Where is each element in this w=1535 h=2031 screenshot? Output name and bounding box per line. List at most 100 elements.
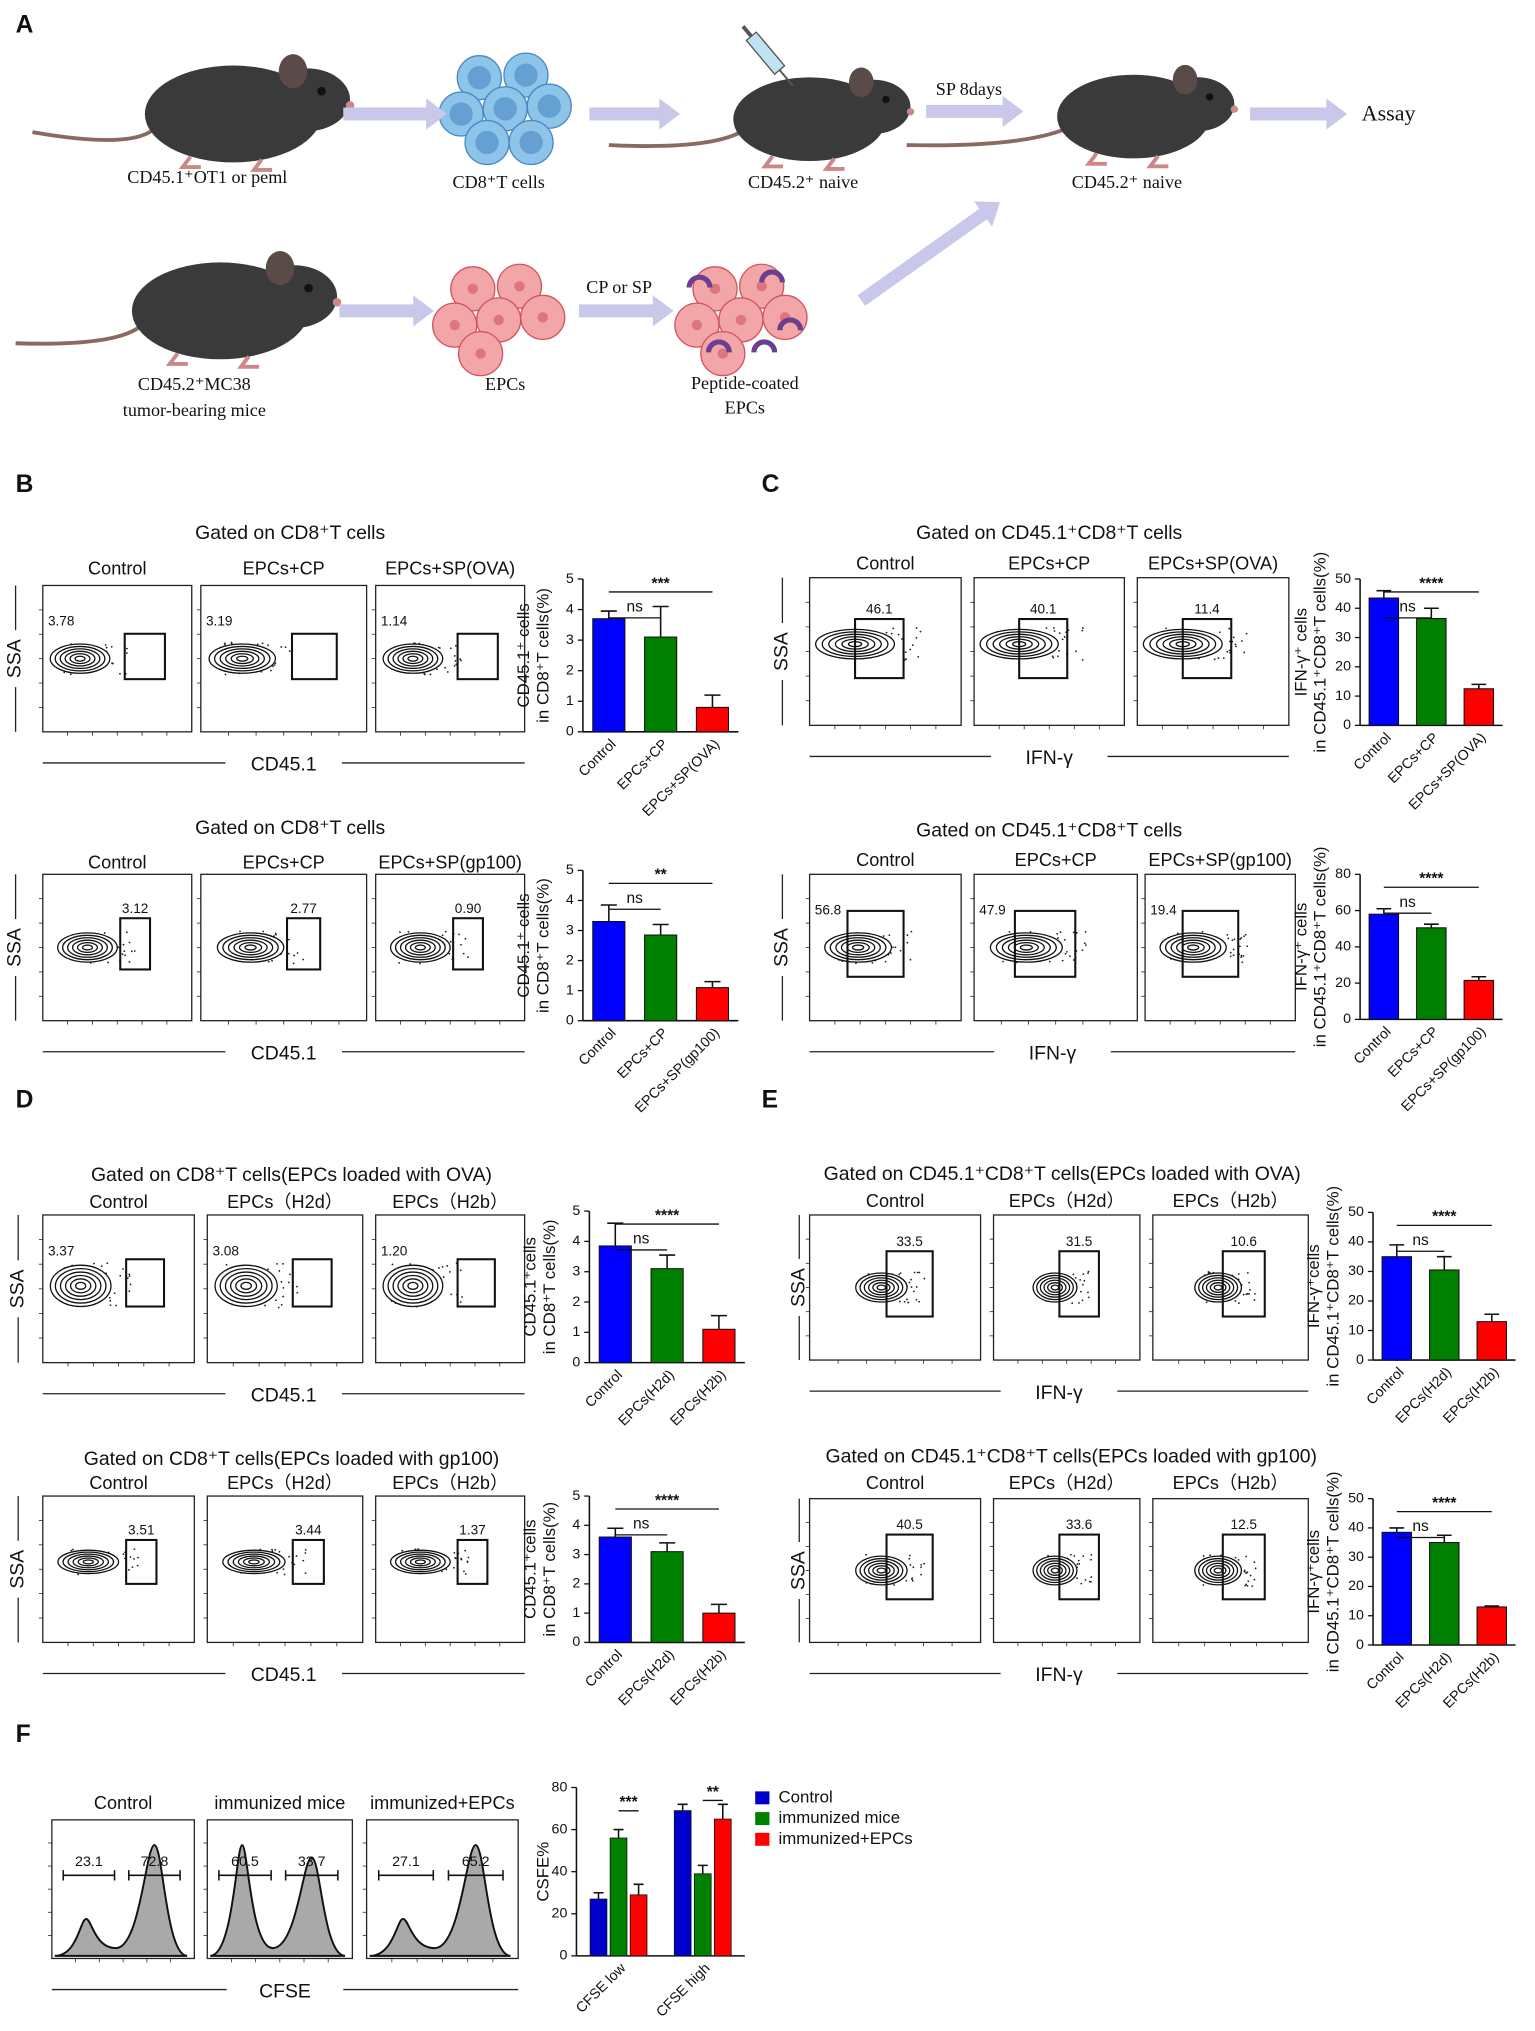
event-dot	[398, 961, 401, 964]
peptide-coat	[759, 269, 785, 283]
error-bar	[1484, 1605, 1500, 1607]
flow-title: Gated on CD8⁺T cells(EPCs loaded with OV…	[91, 1164, 492, 1186]
sample-name: EPCs（H2d）	[1009, 1473, 1125, 1493]
event-dot	[1072, 959, 1075, 961]
mouse-foot	[250, 158, 273, 172]
cell-nucleus	[514, 281, 525, 292]
event-dot	[897, 633, 900, 636]
event-dot	[438, 647, 441, 649]
gate-value: 33.7	[298, 1854, 326, 1870]
event-dot	[1201, 930, 1204, 933]
bar	[644, 934, 678, 1022]
cell-nucleus	[449, 319, 460, 331]
gate-value: 23.1	[75, 1854, 103, 1870]
gate-value: 0.90	[455, 901, 482, 916]
y-tick-label: 40	[1348, 1234, 1364, 1250]
event-dot	[1058, 649, 1060, 652]
contour	[229, 1274, 263, 1297]
event-dot	[1234, 643, 1237, 646]
event-dot	[454, 1557, 457, 1560]
event-dot	[442, 1276, 445, 1278]
contour	[1036, 1557, 1074, 1584]
significance-label: ns	[1412, 1518, 1429, 1535]
event-dot	[267, 1268, 269, 1271]
gate-value: 3.19	[206, 614, 232, 629]
event-dot	[1081, 949, 1084, 952]
event-dot	[1239, 945, 1241, 948]
event-dot	[1209, 1554, 1212, 1557]
significance-label: ns	[633, 1516, 650, 1533]
event-dot	[289, 1273, 291, 1276]
y-tick-label: 40	[552, 1863, 568, 1879]
arrow	[1249, 98, 1348, 130]
event-dot	[1233, 938, 1236, 941]
bar	[598, 1245, 632, 1364]
event-dot	[137, 1556, 140, 1559]
significance-label: ns	[1412, 1232, 1429, 1249]
mouse-head	[836, 79, 911, 134]
event-dot	[1237, 1558, 1240, 1561]
error-bar	[1436, 1255, 1452, 1270]
event-dot	[460, 659, 462, 662]
mouse	[906, 64, 1239, 169]
event-dot	[1213, 658, 1216, 661]
y-tick-label: 20	[1335, 975, 1351, 991]
legend-label: Control	[779, 1787, 833, 1806]
sample-name: EPCs（H2b）	[1173, 1473, 1289, 1493]
contour	[387, 1267, 439, 1304]
event-dot	[1057, 655, 1059, 658]
contour	[69, 1278, 92, 1294]
y-axis-label: in CD8⁺T cells(%)	[540, 1502, 559, 1637]
event-dot	[270, 669, 272, 672]
event-dot	[1081, 1299, 1084, 1302]
y-axis-label: SSA	[4, 928, 26, 967]
contour	[394, 934, 446, 961]
sample-name: EPCs（H2b）	[392, 1473, 508, 1493]
event-dot	[280, 1280, 283, 1283]
bar	[609, 1837, 628, 1957]
gate-value: 65.2	[462, 1854, 490, 1870]
contour	[1170, 937, 1216, 958]
gate-value: 19.4	[1150, 902, 1177, 917]
gate	[885, 1533, 934, 1601]
event-dot	[280, 1304, 283, 1306]
event-dot	[1069, 955, 1071, 958]
y-axis-label: IFN-γ⁺ cells	[1291, 903, 1310, 991]
y-tick-label: 0	[566, 1012, 574, 1028]
event-dot	[453, 655, 456, 657]
mouse-ear	[265, 251, 295, 286]
event-dot	[901, 638, 903, 640]
event-dot	[276, 1571, 279, 1574]
cell-nucleus	[475, 348, 486, 359]
event-dot	[920, 1566, 923, 1569]
gate-value: 33.6	[1066, 1517, 1092, 1532]
y-tick-label: 0	[566, 724, 574, 740]
event-dot	[304, 1572, 307, 1575]
event-dot	[1087, 1272, 1089, 1275]
y-axis-label: in CD8⁺T cells(%)	[540, 1219, 559, 1354]
y-tick-label: 3	[566, 922, 574, 938]
panel-letter: D	[16, 1086, 34, 1113]
sample-name: EPCs（H2d）	[227, 1473, 343, 1493]
x-axis-label: CD45.1	[251, 1664, 317, 1686]
event-dot	[892, 946, 894, 949]
event-dot	[1253, 1561, 1256, 1564]
event-dot	[273, 664, 276, 666]
contour	[59, 648, 101, 670]
x-tick-label: EPCs(H2b)	[667, 1367, 729, 1429]
event-dot	[1226, 650, 1229, 653]
contour	[216, 932, 285, 963]
label: CD45.2⁺MC38	[138, 374, 251, 394]
event-dot	[1081, 627, 1084, 629]
event-dot	[1065, 950, 1068, 953]
event-dot	[274, 662, 277, 665]
event-dot	[1075, 650, 1077, 653]
error-bar	[607, 1222, 624, 1246]
contour	[54, 645, 106, 672]
bar	[1476, 1321, 1508, 1361]
event-dot	[1235, 645, 1237, 648]
event-dot	[1202, 1584, 1205, 1586]
event-dot	[399, 931, 401, 934]
event-dot	[894, 946, 897, 949]
